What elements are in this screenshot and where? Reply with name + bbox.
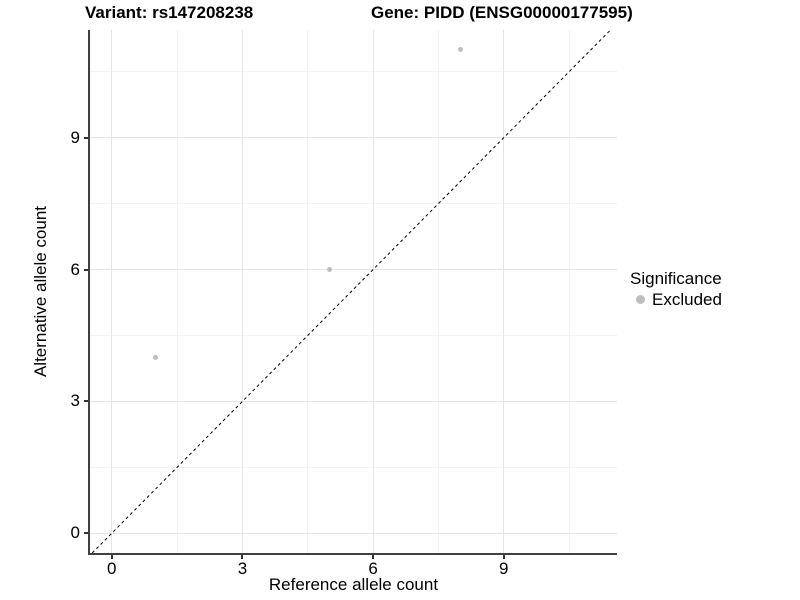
plot-panel xyxy=(88,30,617,555)
identity-dashed-line xyxy=(91,30,611,553)
x-tick-label: 0 xyxy=(107,559,117,578)
data-point xyxy=(152,354,158,360)
legend-point-icon xyxy=(636,295,645,304)
x-tick-mark xyxy=(372,555,375,559)
x-tick-mark xyxy=(241,555,244,559)
data-point xyxy=(457,47,463,53)
x-tick-mark xyxy=(502,555,505,559)
y-tick-label: 0 xyxy=(70,523,80,543)
y-tick-label: 9 xyxy=(70,127,80,147)
y-tick-label: 3 xyxy=(70,391,80,411)
legend: Significance Excluded xyxy=(630,268,722,310)
y-tick-mark xyxy=(84,268,88,271)
y-axis-title: Alternative allele count xyxy=(31,205,50,378)
legend-item-label: Excluded xyxy=(652,290,722,309)
legend-item-excluded: Excluded xyxy=(630,289,722,310)
y-tick-mark xyxy=(84,136,88,139)
x-tick-mark xyxy=(110,555,113,559)
x-tick-label: 3 xyxy=(237,559,248,578)
y-tick-mark xyxy=(84,400,88,403)
y-tick-mark xyxy=(84,532,88,535)
x-axis-title: Reference allele count xyxy=(268,575,439,594)
plot-title-gene: Gene: PIDD (ENSG00000177595) xyxy=(371,3,633,22)
identity-line-layer xyxy=(91,30,611,553)
legend-title: Significance xyxy=(630,269,722,288)
y-tick-label: 6 xyxy=(70,259,80,279)
x-tick-label: 6 xyxy=(368,559,378,578)
plot-title-variant: Variant: rs147208238 xyxy=(85,3,254,22)
x-tick-label: 9 xyxy=(499,559,509,578)
data-point xyxy=(327,267,333,273)
